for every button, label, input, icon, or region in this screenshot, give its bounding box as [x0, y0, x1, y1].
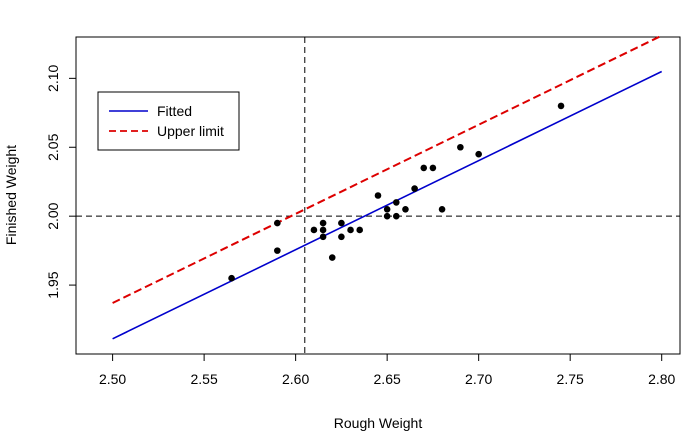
data-point: [356, 226, 363, 234]
y-tick-label: 2.05: [45, 133, 61, 160]
x-tick-label: 2.80: [648, 371, 675, 387]
y-tick-label: 1.95: [45, 271, 61, 298]
series-lines: [112, 34, 663, 340]
x-axis-title: Rough Weight: [334, 415, 423, 431]
data-point: [383, 205, 391, 213]
legend: Fitted Upper limit: [97, 91, 240, 151]
x-tick-label: 2.55: [190, 371, 217, 387]
data-points: [228, 102, 565, 282]
data-point: [338, 219, 345, 227]
data-point: [402, 205, 409, 213]
x-axis: 2.50 2.55 2.60 2.65 2.70 2.75 2.80: [99, 353, 676, 387]
y-axis: 1.95 2.00 2.05 2.10: [45, 65, 77, 299]
x-tick-label: 2.70: [465, 371, 492, 387]
data-point: [319, 226, 327, 234]
data-point: [457, 143, 464, 151]
data-point: [393, 212, 400, 220]
legend-box: [97, 91, 240, 151]
data-point: [228, 274, 235, 282]
data-point: [319, 233, 327, 241]
data-point: [411, 185, 418, 192]
y-tick-label: 2.00: [45, 202, 61, 229]
x-tick-label: 2.50: [99, 371, 126, 387]
data-point: [328, 254, 336, 261]
x-tick-label: 2.65: [374, 371, 401, 387]
x-tick-label: 2.75: [557, 371, 584, 387]
data-point: [475, 150, 482, 158]
x-tick-label: 2.60: [282, 371, 309, 387]
data-point: [438, 205, 446, 213]
data-point: [274, 219, 281, 227]
data-point: [383, 212, 391, 220]
data-point: [319, 219, 327, 227]
data-point: [557, 102, 565, 110]
data-point: [420, 164, 428, 172]
series-line-fitted: [112, 70, 663, 340]
data-point: [338, 233, 345, 241]
data-point: [274, 247, 281, 254]
reference-lines: [76, 37, 680, 354]
data-point: [347, 226, 354, 234]
data-point: [393, 199, 400, 206]
data-point: [429, 164, 437, 172]
data-point: [310, 226, 318, 234]
series-line-upper-limit: [112, 34, 663, 304]
y-axis-title: Finished Weight: [3, 145, 19, 245]
y-tick-label: 2.10: [45, 65, 61, 92]
legend-label-upper-limit: Upper limit: [157, 123, 224, 139]
legend-label-fitted: Fitted: [157, 103, 192, 119]
data-point: [374, 192, 382, 199]
